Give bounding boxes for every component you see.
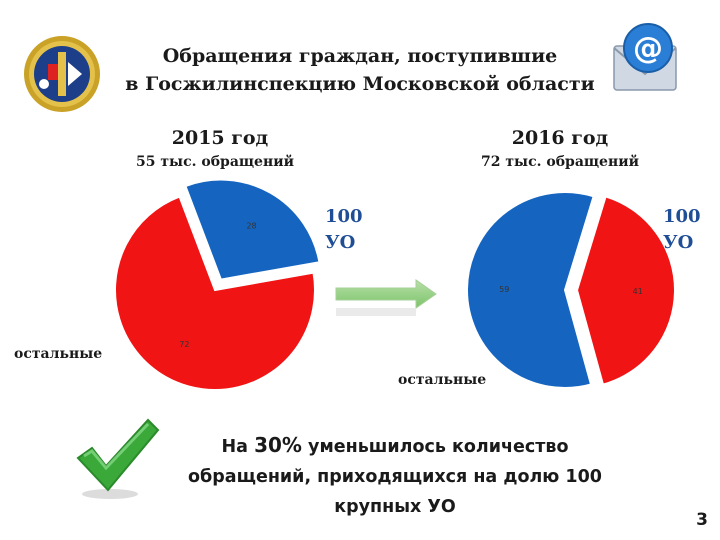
pie-0-slice-1 — [184, 180, 321, 281]
pie-0-label-0: 72 — [179, 340, 189, 349]
pie-0-slice-0 — [114, 195, 316, 391]
summary-line-2: обращений, приходящихся на долю 100 — [188, 467, 602, 487]
right-uo-label: 100 УО — [663, 204, 701, 256]
left-uo-label: 100 УО — [325, 204, 363, 256]
summary-rest: уменьшилось количество — [301, 437, 569, 457]
checkmark-icon — [70, 410, 162, 502]
right-subtitle: 72 тыс. обращений — [481, 154, 639, 170]
left-year: 2015 год — [171, 127, 269, 149]
right-uo-line1: 100 — [663, 206, 701, 227]
right-uo-line2: УО — [663, 232, 694, 253]
page-number: 3 — [696, 510, 708, 530]
summary-prefix: На — [221, 437, 255, 457]
title-line-2: в Госжилинспекцию Московской области — [125, 73, 595, 95]
left-subtitle: 55 тыс. обращений — [136, 154, 294, 170]
summary-percent: 30% — [254, 433, 302, 457]
left-uo-line1: 100 — [325, 206, 363, 227]
svg-text:@: @ — [633, 31, 663, 66]
right-year: 2016 год — [511, 127, 609, 149]
pie-1-slice-1 — [466, 191, 595, 389]
right-arrow-icon — [330, 278, 442, 320]
summary-line-3: крупных УО — [334, 497, 456, 517]
pie-1-slice-0 — [575, 195, 676, 386]
right-other-label: остальные — [398, 372, 487, 388]
left-uo-line2: УО — [325, 232, 356, 253]
title-line-1: Обращения граждан, поступившие — [162, 45, 558, 67]
pie-chart-2016: 41 59 — [466, 191, 676, 389]
pie-1-label-1: 59 — [499, 285, 509, 294]
pie-0-label-1: 28 — [246, 222, 256, 231]
summary-line-1: На 30% уменьшилось количество — [160, 430, 630, 462]
email-icon: @ — [604, 18, 684, 100]
pie-chart-2015: 72 28 — [114, 180, 321, 391]
left-other-label: остальные — [14, 346, 103, 362]
page-title: Обращения граждан, поступившие в Госжили… — [120, 42, 600, 98]
emblem-icon — [22, 34, 102, 114]
pie-1-label-0: 41 — [633, 287, 643, 296]
summary-text: На 30% уменьшилось количество обращений,… — [160, 430, 630, 522]
